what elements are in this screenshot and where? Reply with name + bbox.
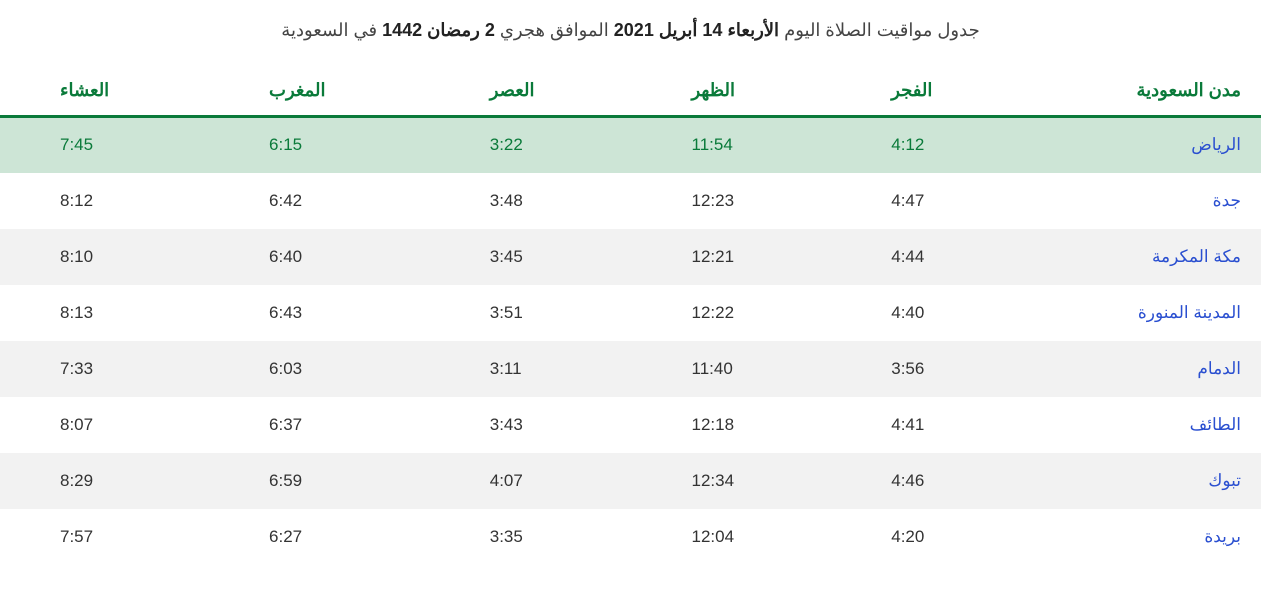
isha-cell: 7:45 <box>0 117 209 173</box>
isha-cell: 8:10 <box>0 229 209 285</box>
fajr-cell: 4:40 <box>831 285 1027 341</box>
dhuhr-cell: 12:21 <box>632 229 832 285</box>
maghrib-cell: 6:43 <box>209 285 430 341</box>
isha-cell: 7:57 <box>0 509 209 565</box>
fajr-cell: 3:56 <box>831 341 1027 397</box>
title-suffix: في السعودية <box>281 20 382 40</box>
table-row: مكة المكرمة4:4412:213:456:408:10 <box>0 229 1261 285</box>
city-cell[interactable]: مكة المكرمة <box>1027 229 1261 285</box>
city-cell[interactable]: الرياض <box>1027 117 1261 173</box>
asr-cell: 3:22 <box>430 117 632 173</box>
table-row: جدة4:4712:233:486:428:12 <box>0 173 1261 229</box>
city-cell[interactable]: الطائف <box>1027 397 1261 453</box>
asr-cell: 3:48 <box>430 173 632 229</box>
table-row: تبوك4:4612:344:076:598:29 <box>0 453 1261 509</box>
city-cell[interactable]: الدمام <box>1027 341 1261 397</box>
city-cell[interactable]: جدة <box>1027 173 1261 229</box>
dhuhr-cell: 12:04 <box>632 509 832 565</box>
isha-cell: 8:13 <box>0 285 209 341</box>
isha-cell: 7:33 <box>0 341 209 397</box>
dhuhr-cell: 12:34 <box>632 453 832 509</box>
page-title: جدول مواقيت الصلاة اليوم الأربعاء 14 أبر… <box>0 20 1261 41</box>
asr-cell: 4:07 <box>430 453 632 509</box>
isha-cell: 8:12 <box>0 173 209 229</box>
header-city: مدن السعودية <box>1027 66 1261 117</box>
header-fajr: الفجر <box>831 66 1027 117</box>
title-middle: الموافق هجري <box>495 20 614 40</box>
city-cell[interactable]: المدينة المنورة <box>1027 285 1261 341</box>
header-maghrib: المغرب <box>209 66 430 117</box>
asr-cell: 3:51 <box>430 285 632 341</box>
maghrib-cell: 6:42 <box>209 173 430 229</box>
asr-cell: 3:11 <box>430 341 632 397</box>
maghrib-cell: 6:03 <box>209 341 430 397</box>
city-cell[interactable]: بريدة <box>1027 509 1261 565</box>
maghrib-cell: 6:15 <box>209 117 430 173</box>
asr-cell: 3:35 <box>430 509 632 565</box>
header-isha: العشاء <box>0 66 209 117</box>
fajr-cell: 4:20 <box>831 509 1027 565</box>
table-header-row: مدن السعودية الفجر الظهر العصر المغرب ال… <box>0 66 1261 117</box>
table-body: الرياض4:1211:543:226:157:45جدة4:4712:233… <box>0 117 1261 565</box>
fajr-cell: 4:12 <box>831 117 1027 173</box>
maghrib-cell: 6:59 <box>209 453 430 509</box>
isha-cell: 8:07 <box>0 397 209 453</box>
title-hijri-date: 2 رمضان 1442 <box>382 20 495 40</box>
fajr-cell: 4:44 <box>831 229 1027 285</box>
maghrib-cell: 6:27 <box>209 509 430 565</box>
dhuhr-cell: 12:18 <box>632 397 832 453</box>
city-cell[interactable]: تبوك <box>1027 453 1261 509</box>
asr-cell: 3:45 <box>430 229 632 285</box>
header-asr: العصر <box>430 66 632 117</box>
title-gregorian-date: الأربعاء 14 أبريل 2021 <box>614 20 779 40</box>
dhuhr-cell: 12:22 <box>632 285 832 341</box>
table-row: الطائف4:4112:183:436:378:07 <box>0 397 1261 453</box>
dhuhr-cell: 11:40 <box>632 341 832 397</box>
maghrib-cell: 6:40 <box>209 229 430 285</box>
prayer-times-container: جدول مواقيت الصلاة اليوم الأربعاء 14 أبر… <box>0 0 1261 585</box>
asr-cell: 3:43 <box>430 397 632 453</box>
fajr-cell: 4:41 <box>831 397 1027 453</box>
header-dhuhr: الظهر <box>632 66 832 117</box>
maghrib-cell: 6:37 <box>209 397 430 453</box>
dhuhr-cell: 11:54 <box>632 117 832 173</box>
fajr-cell: 4:47 <box>831 173 1027 229</box>
fajr-cell: 4:46 <box>831 453 1027 509</box>
table-row: بريدة4:2012:043:356:277:57 <box>0 509 1261 565</box>
table-row: الرياض4:1211:543:226:157:45 <box>0 117 1261 173</box>
table-row: المدينة المنورة4:4012:223:516:438:13 <box>0 285 1261 341</box>
dhuhr-cell: 12:23 <box>632 173 832 229</box>
table-row: الدمام3:5611:403:116:037:33 <box>0 341 1261 397</box>
prayer-times-table: مدن السعودية الفجر الظهر العصر المغرب ال… <box>0 66 1261 565</box>
title-prefix: جدول مواقيت الصلاة اليوم <box>779 20 980 40</box>
isha-cell: 8:29 <box>0 453 209 509</box>
